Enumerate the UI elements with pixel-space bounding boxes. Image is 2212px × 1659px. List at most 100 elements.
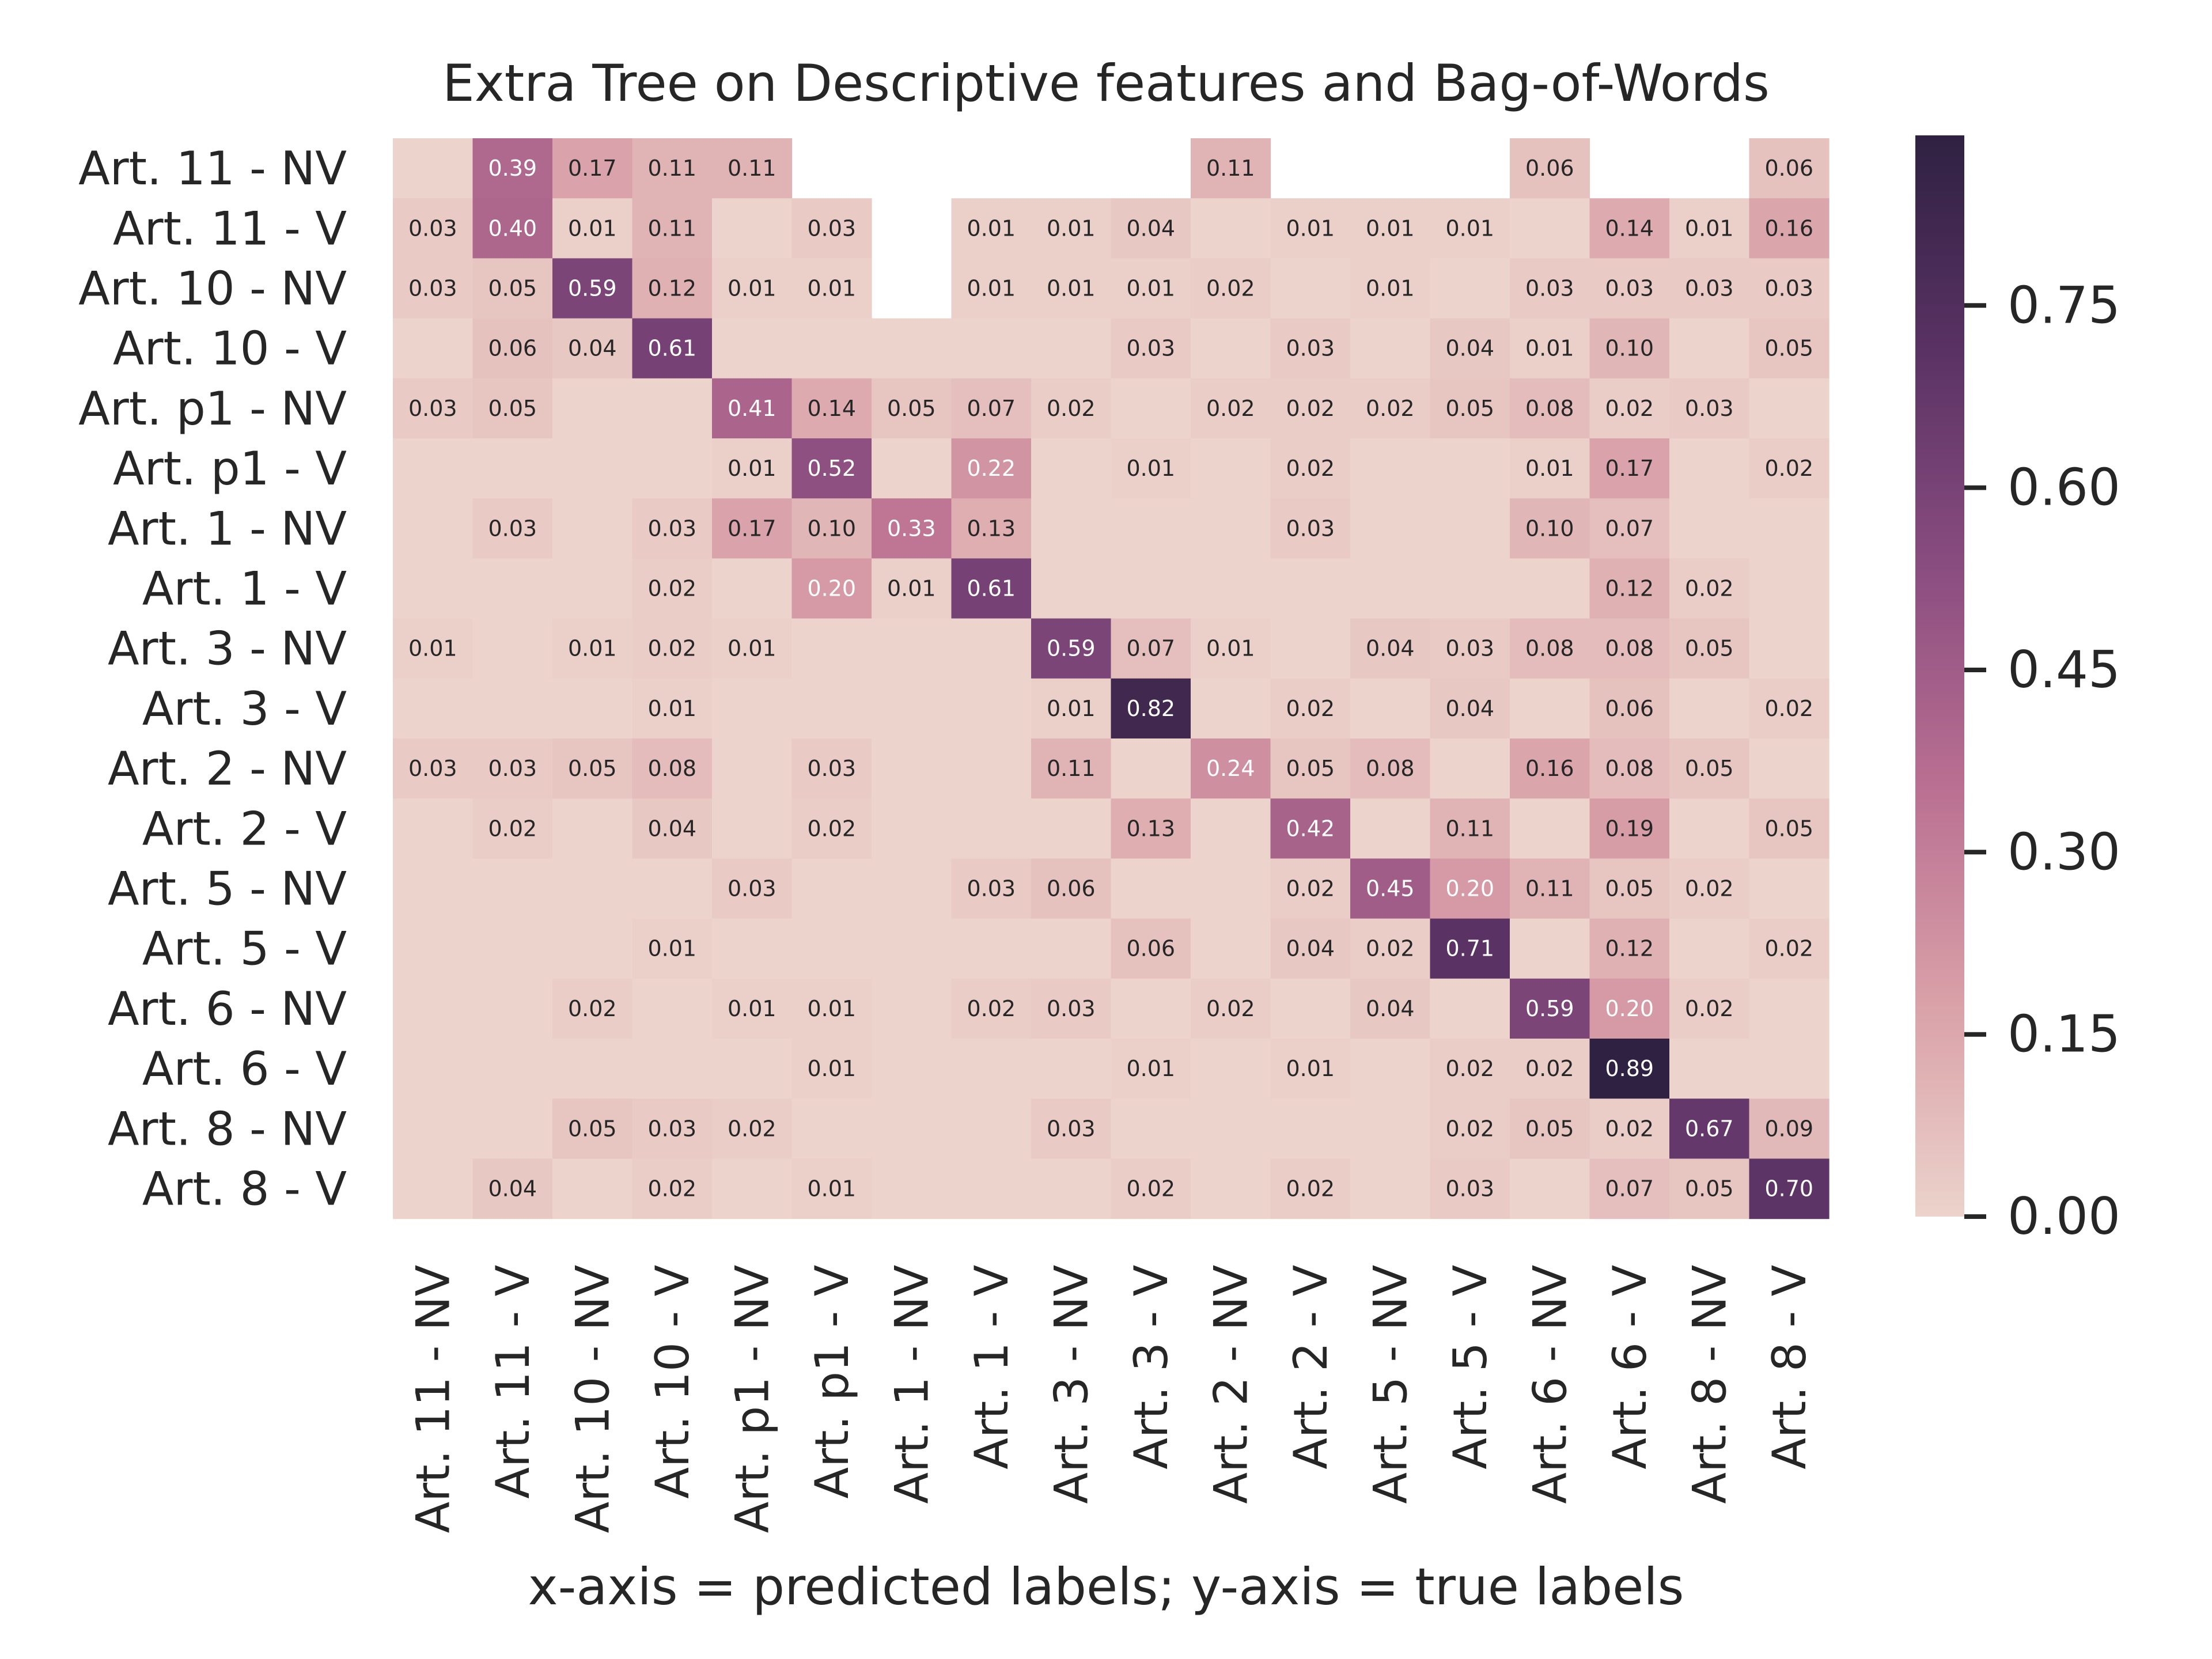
- heatmap-cell: [1510, 798, 1590, 859]
- heatmap-cell: [951, 558, 1032, 619]
- heatmap-cell: [1749, 318, 1830, 379]
- cell-value-label: 0.06: [1126, 936, 1175, 961]
- cell-value-label: 0.03: [807, 756, 856, 781]
- cell-value-label: 0.03: [1445, 1176, 1494, 1202]
- cell-value-label: 0.05: [568, 1116, 617, 1141]
- heatmap-cell: [472, 318, 553, 379]
- cell-value-label: 0.03: [1126, 336, 1175, 361]
- heatmap-cell: [1031, 198, 1112, 259]
- heatmap-cell: [1510, 918, 1590, 979]
- heatmap-cell: [1749, 1158, 1830, 1219]
- cell-value-label: 0.71: [1445, 936, 1494, 961]
- colorbar-tick-label: 0.15: [2008, 1005, 2120, 1064]
- cell-value-label: 0.05: [568, 756, 617, 781]
- cell-value-label: 0.59: [1525, 996, 1574, 1021]
- cell-value-label: 0.01: [1685, 215, 1734, 241]
- heatmap-cell: [1589, 798, 1670, 859]
- heatmap-cell: [951, 678, 1032, 739]
- heatmap-cell: [1510, 438, 1590, 499]
- cell-value-label: 0.11: [1206, 156, 1255, 181]
- heatmap-cell: [1270, 378, 1351, 439]
- heatmap-cell: [1111, 1099, 1191, 1159]
- heatmap-cell: [1350, 918, 1431, 979]
- heatmap-cell: [712, 198, 793, 259]
- heatmap-cell: [1669, 378, 1750, 439]
- cell-value-label: 0.08: [1366, 756, 1415, 781]
- cell-value-label: 0.01: [647, 936, 696, 961]
- heatmap-cell: [951, 798, 1032, 859]
- heatmap-cell: [552, 378, 633, 439]
- heatmap-cell: [552, 1039, 633, 1099]
- heatmap-cell: [1031, 438, 1112, 499]
- x-tick-label: Art. 11 - NV: [406, 1264, 460, 1533]
- heatmap-cell: [1111, 438, 1191, 499]
- heatmap-cell: [1031, 378, 1112, 439]
- heatmap-cell: [472, 1099, 553, 1159]
- heatmap-cell: [712, 1158, 793, 1219]
- y-tick-label: Art. 10 - V: [113, 322, 347, 376]
- heatmap-cell: [1270, 1039, 1351, 1099]
- heatmap-cell: [1191, 858, 1271, 919]
- cell-value-label: 0.02: [1126, 1176, 1175, 1202]
- heatmap-cell: [1350, 798, 1431, 859]
- heatmap-cell: [791, 318, 872, 379]
- heatmap-cell: [1270, 558, 1351, 619]
- heatmap-cell: [872, 978, 952, 1039]
- cell-value-label: 0.01: [1126, 1056, 1175, 1081]
- colorbar-tick-label: 0.45: [2008, 640, 2120, 699]
- heatmap-cell: [872, 498, 952, 559]
- x-tick-label: Art. 10 - V: [646, 1264, 699, 1498]
- heatmap-cell: [1589, 618, 1670, 679]
- heatmap-cell: [1430, 738, 1510, 799]
- heatmap-cell: [1270, 678, 1351, 739]
- heatmap-cell: [791, 798, 872, 859]
- heatmap-cell: [552, 858, 633, 919]
- heatmap-cell: [791, 1099, 872, 1159]
- x-tick-label: Art. 2 - NV: [1204, 1264, 1257, 1503]
- heatmap-cell: [712, 318, 793, 379]
- heatmap-cell: [951, 498, 1032, 559]
- heatmap-cell: [393, 258, 474, 319]
- cell-value-label: 0.05: [1525, 1116, 1574, 1141]
- heatmap-cell: [872, 1039, 952, 1099]
- x-tick-label: Art. 2 - V: [1284, 1264, 1338, 1469]
- heatmap-cell: [1031, 978, 1112, 1039]
- heatmap-cell: [1111, 918, 1191, 979]
- chart-title: Extra Tree on Descriptive features and B…: [442, 54, 1770, 113]
- heatmap-cell: [632, 438, 713, 499]
- heatmap-cell: [1111, 378, 1191, 439]
- cell-value-label: 0.05: [1286, 756, 1335, 781]
- cell-value-label: 0.07: [1126, 636, 1175, 661]
- heatmap-cell: [1430, 1099, 1510, 1159]
- cell-value-label: 0.03: [1605, 276, 1654, 301]
- heatmap-cell: [791, 1039, 872, 1099]
- heatmap-cell: [791, 618, 872, 679]
- y-tick-labels: Art. 11 - NV Art. 11 - V Art. 10 - NV Art. …: [78, 142, 347, 1215]
- heatmap-cell: [1669, 618, 1750, 679]
- heatmap-cell: [1191, 798, 1271, 859]
- heatmap-cell: [1589, 978, 1670, 1039]
- heatmap-cell: [552, 318, 633, 379]
- cell-value-label: 0.13: [967, 516, 1016, 541]
- cell-value-label: 0.41: [728, 396, 777, 421]
- heatmap-cell: [632, 138, 713, 199]
- heatmap-cell: [1749, 198, 1830, 259]
- cell-value-label: 0.01: [807, 276, 856, 301]
- heatmap-cell: [712, 678, 793, 739]
- heatmap-cell: [1589, 1158, 1670, 1219]
- colorbar-tick-label: 0.60: [2008, 458, 2120, 517]
- heatmap-cell: [1510, 378, 1590, 439]
- heatmap-cells: [393, 138, 1830, 1219]
- x-tick-labels: Art. 11 - NV Art. 11 - V Art. 10 - NV Art. …: [406, 1264, 1816, 1533]
- heatmap-cell: [632, 918, 713, 979]
- cell-value-label: 0.04: [1126, 215, 1175, 241]
- heatmap-cell: [632, 1099, 713, 1159]
- cell-value-label: 0.12: [1605, 576, 1654, 601]
- cell-value-label: 0.03: [1286, 516, 1335, 541]
- heatmap-cell: [472, 918, 553, 979]
- heatmap-cell: [1270, 1099, 1351, 1159]
- heatmap-cell: [632, 678, 713, 739]
- cell-value-label: 0.07: [1605, 516, 1654, 541]
- cell-value-label: 0.14: [807, 396, 856, 421]
